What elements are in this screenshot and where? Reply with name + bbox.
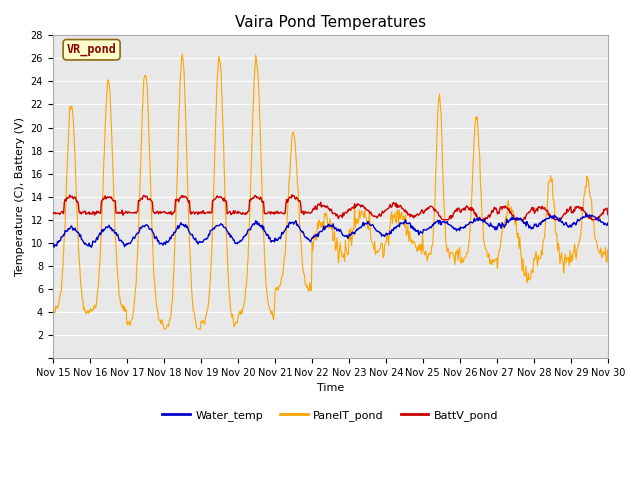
- Y-axis label: Temperature (C), Battery (V): Temperature (C), Battery (V): [15, 117, 25, 276]
- X-axis label: Time: Time: [317, 383, 344, 393]
- Text: VR_pond: VR_pond: [67, 43, 116, 56]
- Title: Vaira Pond Temperatures: Vaira Pond Temperatures: [235, 15, 426, 30]
- Legend: Water_temp, PanelT_pond, BattV_pond: Water_temp, PanelT_pond, BattV_pond: [157, 406, 503, 425]
